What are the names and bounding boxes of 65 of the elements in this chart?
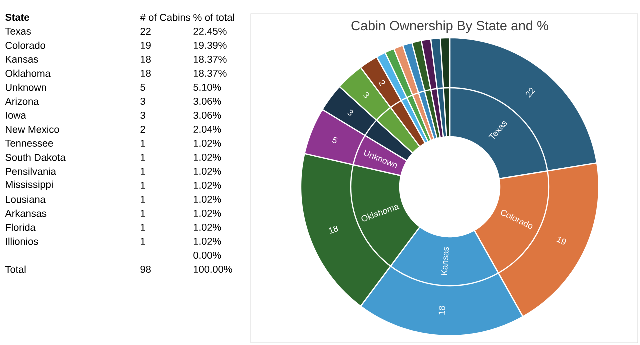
text: 100.00% — [194, 266, 232, 274]
text: Pensilvania — [6, 168, 56, 176]
text: 3.06% — [194, 98, 222, 106]
text: 1 — [141, 210, 146, 217]
text: 1.02% — [194, 182, 222, 190]
text: South Dakota — [6, 154, 66, 162]
slice-label: Kansas — [441, 247, 450, 276]
text: Colorado — [6, 42, 46, 50]
text: 18.37% — [194, 70, 227, 78]
text: 1.02% — [194, 140, 222, 148]
text: 1.02% — [194, 168, 222, 176]
text: # of Cabins — [140, 14, 190, 22]
text: 22.45% — [194, 28, 227, 36]
text: Lousiana — [6, 196, 46, 204]
text: Florida — [6, 224, 36, 232]
text: Kansas — [6, 56, 38, 63]
text: Oklahoma — [6, 70, 51, 78]
text: 1 — [141, 168, 146, 175]
data-label: 5 — [332, 137, 338, 144]
text: Total — [6, 266, 26, 274]
text: 19 — [141, 42, 151, 50]
text: 1 — [141, 238, 146, 245]
text: 5.10% — [194, 84, 222, 92]
text: New Mexico — [6, 126, 60, 134]
text: % of total — [194, 14, 234, 22]
text: Mississippi — [6, 180, 53, 190]
text: Arkansas — [5, 210, 47, 218]
text: 5 — [140, 84, 146, 91]
text: 3.06% — [194, 112, 222, 120]
text: 2.04% — [194, 126, 222, 134]
text: 1 — [141, 182, 146, 189]
text: 3 — [140, 112, 146, 120]
text: 1 — [141, 140, 146, 147]
text: 19.39% — [194, 42, 227, 50]
text: Unknown — [6, 84, 46, 92]
text: 18 — [141, 56, 151, 64]
text: 1.02% — [194, 210, 222, 218]
text: 1.02% — [194, 196, 222, 204]
text: 1 — [141, 224, 146, 231]
text: Illionios — [6, 238, 38, 246]
data-label: 3 — [348, 110, 354, 116]
data-label: 2 — [378, 80, 386, 86]
text: Tennessee — [6, 140, 54, 147]
text: 0.00% — [194, 252, 222, 260]
text: 1.02% — [194, 238, 222, 246]
text: 2 — [140, 126, 146, 133]
text: 1.02% — [194, 224, 222, 232]
text: 18 — [141, 70, 151, 78]
data-label: 3 — [364, 92, 370, 98]
data-label: 18 — [329, 226, 338, 234]
text: 1.02% — [194, 154, 222, 162]
text: 22 — [140, 28, 151, 35]
text: 98 — [140, 266, 151, 274]
text: Texas — [6, 28, 32, 35]
text: 3 — [140, 98, 146, 106]
chart-title: Cabin Ownership By State and % — [352, 20, 548, 34]
data-label: 18 — [438, 306, 446, 316]
text: Iowa — [6, 112, 26, 119]
text: State — [6, 14, 30, 22]
data-label: 22 — [526, 88, 536, 98]
text: 18.37% — [194, 56, 227, 64]
data-label: 19 — [556, 236, 566, 245]
text: 1 — [141, 196, 146, 203]
text: Arizona — [5, 98, 40, 106]
text: 1 — [141, 154, 146, 161]
